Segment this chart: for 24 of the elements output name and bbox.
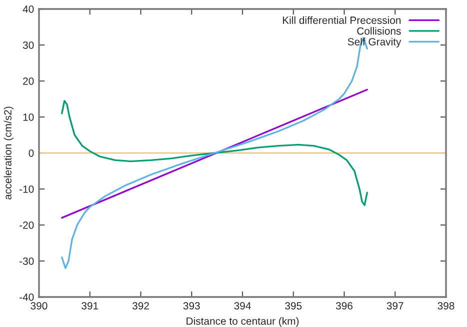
x-tick-label: 398 [438,302,454,310]
y-tick-label: -10 [20,186,34,193]
x-tick-label: 390 [30,302,48,310]
y-axis-title: acceleration (cm/s2) [4,106,14,200]
x-tick-label: 393 [183,302,200,310]
x-tick-label: 392 [132,302,149,310]
y-tick-label: 10 [23,114,34,121]
legend-label: Collisions [357,27,401,35]
y-tick-label: 40 [22,6,34,13]
x-tick-label: 391 [82,302,98,310]
x-axis-title: Distance to centaur (km) [186,317,299,327]
x-tick-label: 394 [234,302,251,310]
y-tick-label: 20 [23,78,34,85]
x-tick-label: 397 [386,302,404,310]
y-tick-label: -40 [20,294,34,301]
x-tick-label: 395 [285,302,302,310]
y-tick-label: 30 [22,42,34,49]
x-tick-label: 396 [336,302,352,310]
y-tick-label: -20 [20,222,34,229]
legend-label: Kill differential Precession [282,16,401,24]
line-series [61,100,368,206]
y-tick-label: 0 [28,150,34,157]
y-tick-label: -30 [20,258,34,265]
line-series [61,36,368,270]
